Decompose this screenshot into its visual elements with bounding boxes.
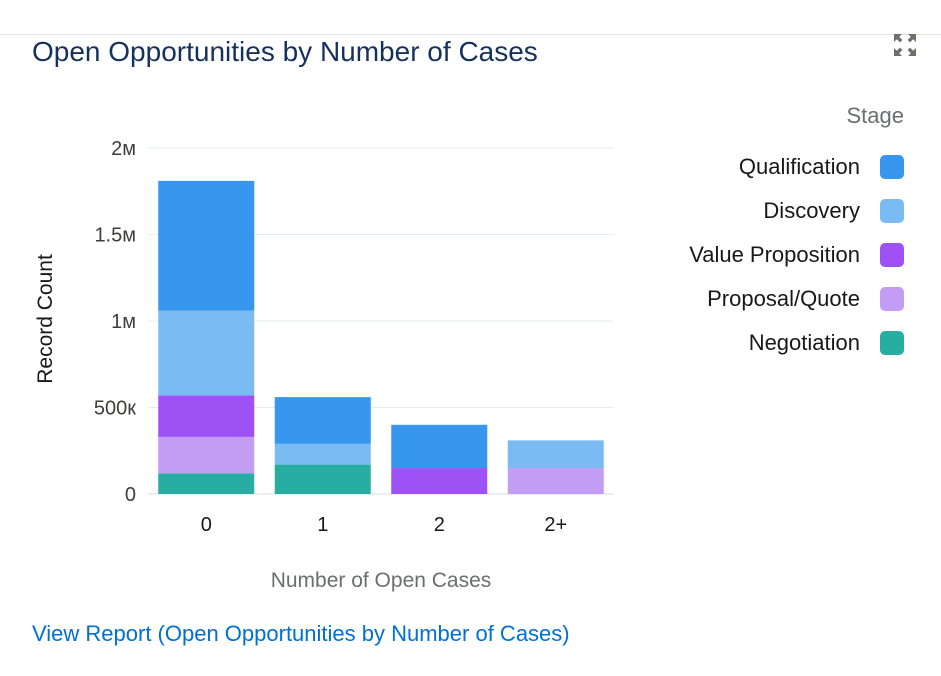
legend-swatch [880,287,904,311]
legend-item[interactable]: Value Proposition [560,242,904,268]
y-axis-title: Record Count [34,254,57,384]
x-tick-label: 0 [201,514,212,536]
header-divider [0,34,941,35]
bar-segment[interactable] [158,310,255,396]
y-tick-label: 0 [125,484,136,506]
legend-swatch [880,199,904,223]
x-tick-label: 2 [434,514,445,536]
legend-label: Proposal/Quote [707,286,860,311]
bar-segment[interactable] [158,180,255,311]
y-tick-label: 1.5м [94,225,136,247]
legend-label: Discovery [763,198,860,223]
bar-segment[interactable] [158,395,255,437]
legend-label: Value Proposition [689,242,860,267]
bar-segment[interactable] [391,424,488,469]
x-tick-label: 1 [317,514,328,536]
bar-segment[interactable] [507,440,604,469]
bar-segment[interactable] [507,468,604,494]
bar-segment[interactable] [274,397,371,444]
legend-swatch [880,331,904,355]
y-tick-label: 1м [111,311,136,333]
view-report-link[interactable]: View Report (Open Opportunities by Numbe… [32,621,570,646]
legend-item[interactable]: Proposal/Quote [560,286,904,312]
legend-swatch [880,243,904,267]
widget-title: Open Opportunities by Number of Cases [32,36,538,67]
bar-segment[interactable] [391,468,488,494]
legend-swatch [880,155,904,179]
y-tick-label: 500к [94,398,136,420]
legend-label: Qualification [738,154,860,179]
bar-segment[interactable] [274,464,371,494]
legend-item[interactable]: Negotiation [560,330,904,356]
bar-segment[interactable] [274,443,371,465]
legend-title: Stage [846,103,905,128]
y-tick-label: 2м [111,138,136,160]
legend-label: Negotiation [748,330,860,355]
bar-segment[interactable] [158,436,255,474]
x-tick-label: 2+ [544,514,567,536]
legend-item[interactable]: Qualification [560,154,904,180]
x-axis-title: Number of Open Cases [271,569,492,592]
legend-item[interactable]: Discovery [560,198,904,224]
expand-icon[interactable] [892,32,918,58]
bar-segment[interactable] [158,473,255,494]
